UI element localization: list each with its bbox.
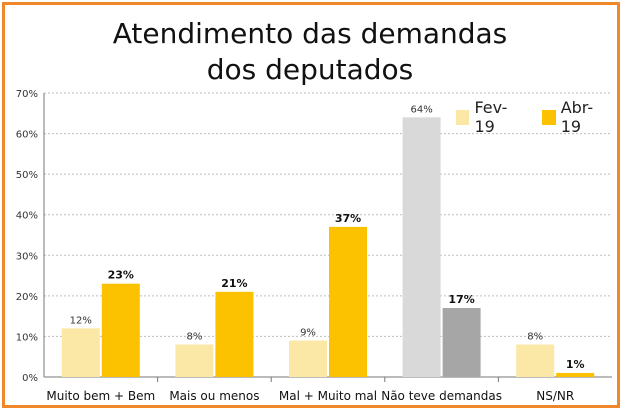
chart-title-line-2: dos deputados bbox=[206, 53, 414, 86]
legend-label-abr: Abr-19 bbox=[560, 98, 594, 136]
x-tick-label: Não teve demandas bbox=[381, 389, 502, 403]
legend-item-fev: Fev-19 bbox=[456, 98, 522, 136]
y-tick-label: 50% bbox=[16, 170, 38, 181]
x-tick-label: Mais ou menos bbox=[169, 389, 259, 403]
chart-legend: Fev-19 Abr-19 bbox=[456, 98, 628, 136]
bar-fev bbox=[289, 340, 327, 377]
legend-swatch-abr bbox=[542, 109, 556, 125]
y-tick-label: 60% bbox=[16, 130, 38, 141]
legend-swatch-fev bbox=[456, 109, 470, 125]
bar-fev bbox=[61, 328, 100, 377]
data-label-fev: 64% bbox=[410, 104, 432, 115]
y-tick-label: 70% bbox=[16, 89, 38, 100]
data-label-abr: 17% bbox=[448, 293, 474, 306]
data-label-fev: 12% bbox=[70, 315, 92, 326]
legend-item-abr: Abr-19 bbox=[542, 98, 608, 136]
x-tick-label: Muito bem + Bem bbox=[46, 389, 155, 403]
x-tick-label: Mal + Muito mal bbox=[279, 389, 377, 403]
data-label-fev: 8% bbox=[527, 332, 543, 343]
data-label-fev: 8% bbox=[186, 332, 202, 343]
data-label-fev: 9% bbox=[300, 327, 316, 338]
bar-abr bbox=[442, 308, 481, 377]
chart-title: Atendimento das demandas dos deputados bbox=[0, 16, 620, 88]
chart-title-line-1: Atendimento das demandas bbox=[112, 17, 508, 50]
y-tick-label: 0% bbox=[22, 373, 38, 384]
bar-abr bbox=[556, 372, 595, 377]
bar-fev bbox=[516, 344, 555, 377]
bar-abr bbox=[329, 226, 367, 377]
legend-label-fev: Fev-19 bbox=[474, 98, 508, 136]
data-label-abr: 37% bbox=[335, 212, 361, 225]
bar-abr bbox=[101, 283, 140, 377]
y-tick-label: 20% bbox=[16, 292, 38, 303]
y-tick-label: 40% bbox=[16, 211, 38, 222]
data-label-abr: 23% bbox=[108, 269, 134, 282]
data-label-abr: 1% bbox=[566, 358, 585, 371]
bar-fev bbox=[402, 117, 441, 377]
y-tick-label: 30% bbox=[16, 251, 38, 262]
data-label-abr: 21% bbox=[221, 277, 247, 290]
bar-fev bbox=[175, 344, 214, 377]
y-tick-label: 10% bbox=[16, 332, 38, 343]
bar-abr bbox=[215, 291, 254, 377]
x-tick-label: NS/NR bbox=[536, 389, 574, 403]
